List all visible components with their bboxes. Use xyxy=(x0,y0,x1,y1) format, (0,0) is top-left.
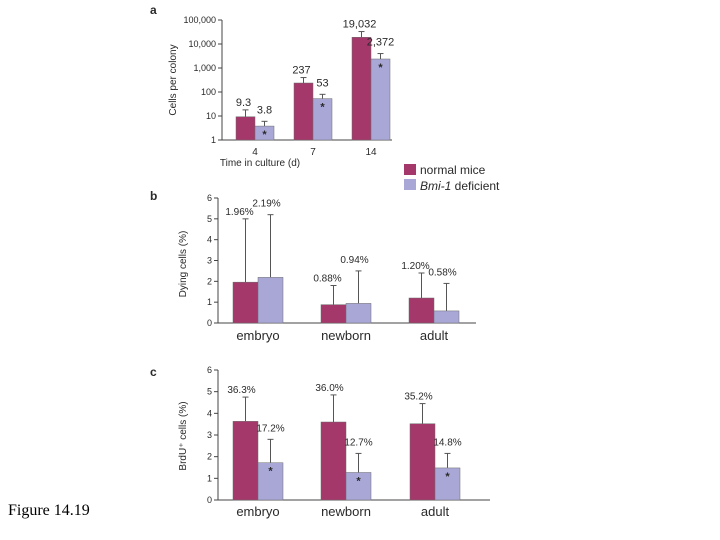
data-label: 1.96% xyxy=(225,207,253,218)
significance-star: * xyxy=(268,466,273,478)
bar-normal-mice xyxy=(320,421,347,501)
significance-star: * xyxy=(356,475,361,487)
y-tick-label: 3 xyxy=(207,430,212,440)
panel-b: b Dying cells (%) 0 1 2 3 4 5 6 1.96%2.19% embry… xyxy=(150,189,476,343)
bar-normal-mice xyxy=(232,421,259,501)
data-label: 1.20% xyxy=(401,261,429,272)
bar-normal-mice xyxy=(320,304,347,324)
data-label: 35.2% xyxy=(404,392,432,403)
figure-caption: Figure 14.19 xyxy=(8,502,90,519)
bar-bmi1-deficient xyxy=(254,125,275,141)
data-label: 53 xyxy=(316,77,328,89)
data-label: 36.3% xyxy=(227,385,255,396)
panel-a-letter: a xyxy=(150,3,157,17)
bar-normal-mice xyxy=(409,423,436,501)
y-tick-label: 100,000 xyxy=(183,15,216,25)
bar-bmi1-deficient xyxy=(370,58,391,141)
panel-c-ylabel: BrdU⁺ cells (%) xyxy=(178,401,189,470)
legend-deficient-suffix: deficient xyxy=(451,179,500,193)
significance-star: * xyxy=(320,102,325,114)
data-label: 0.58% xyxy=(428,267,456,278)
bar-bmi1-deficient xyxy=(257,462,284,501)
x-tick-label: newborn xyxy=(321,328,371,343)
y-tick-label: 4 xyxy=(207,408,212,418)
data-label: 12.7% xyxy=(344,437,372,448)
data-label: 9.3 xyxy=(236,97,251,109)
y-tick-label: 6 xyxy=(207,193,212,203)
y-tick-label: 4 xyxy=(207,235,212,245)
panel-b-ylabel: Dying cells (%) xyxy=(178,231,189,298)
data-label: 19,032 xyxy=(343,19,377,31)
y-tick-label: 2 xyxy=(207,452,212,462)
significance-star: * xyxy=(262,129,267,141)
y-tick-label: 1 xyxy=(207,473,212,483)
bar-normal-mice xyxy=(408,297,435,324)
y-tick-label: 6 xyxy=(207,365,212,375)
bar-normal-mice xyxy=(232,281,259,324)
legend-normal-label: normal mice xyxy=(420,163,486,177)
x-tick-label: adult xyxy=(420,328,449,343)
x-tick-label: 7 xyxy=(310,147,316,158)
x-tick-label: 14 xyxy=(365,147,377,158)
panel-b-letter: b xyxy=(150,189,157,203)
y-tick-label: 3 xyxy=(207,256,212,266)
y-tick-label: 10,000 xyxy=(188,39,216,49)
panel-c-marks: 0 1 2 3 4 5 6 36.3% 17.2% * embryo 36.0% 12.7% * newbo… xyxy=(207,365,490,519)
x-tick-label: newborn xyxy=(321,504,371,519)
bar-bmi1-deficient xyxy=(433,310,460,324)
data-label: 17.2% xyxy=(256,423,284,434)
significance-star: * xyxy=(445,471,450,483)
panel-c-letter: c xyxy=(150,365,157,379)
bar-normal-mice xyxy=(351,37,372,141)
bar-bmi1-deficient xyxy=(345,472,372,501)
significance-star: * xyxy=(378,62,383,74)
panel-a-xlabel: Time in culture (d) xyxy=(220,158,300,169)
legend-normal-swatch xyxy=(404,164,416,175)
data-label: 3.8 xyxy=(257,104,272,116)
y-tick-label: 1 xyxy=(207,297,212,307)
legend-deficient-label: Bmi-1 deficient xyxy=(420,179,500,193)
legend: normal mice Bmi-1 deficient xyxy=(404,163,500,193)
y-tick-label: 10 xyxy=(206,111,216,121)
panel-c: c BrdU⁺ cells (%) 0 1 2 3 4 5 6 36.3% 17.2% * embr… xyxy=(150,365,490,519)
y-tick-label: 1 xyxy=(211,135,216,145)
x-tick-label: 4 xyxy=(252,147,258,158)
y-tick-label: 100 xyxy=(201,87,216,97)
bar-normal-mice xyxy=(293,82,314,141)
y-tick-label: 2 xyxy=(207,276,212,286)
bar-bmi1-deficient xyxy=(434,467,461,501)
data-label: 2.19% xyxy=(252,199,280,210)
x-tick-label: adult xyxy=(421,504,450,519)
data-label: 14.8% xyxy=(433,437,461,448)
panel-a-ylabel: Cells per colony xyxy=(168,44,179,115)
bar-bmi1-deficient xyxy=(345,303,372,324)
y-tick-label: 0 xyxy=(207,318,212,328)
x-tick-label: embryo xyxy=(236,328,279,343)
y-tick-label: 5 xyxy=(207,387,212,397)
legend-deficient-swatch xyxy=(404,179,416,190)
data-label: 36.0% xyxy=(315,383,343,394)
y-tick-label: 0 xyxy=(207,495,212,505)
x-tick-label: embryo xyxy=(236,504,279,519)
data-label: 2,372 xyxy=(367,37,395,49)
panel-a-marks: 1 10 100 1,000 10,000 100,000 9.3 3.8 * 4 237 53 * 7 1… xyxy=(183,15,394,158)
y-tick-label: 1,000 xyxy=(193,63,216,73)
panel-a: a Time in culture (d) Cells per colony 1… xyxy=(150,3,394,169)
bar-bmi1-deficient xyxy=(257,277,284,324)
data-label: 0.88% xyxy=(313,274,341,285)
y-tick-label: 5 xyxy=(207,214,212,224)
data-label: 0.94% xyxy=(340,255,368,266)
legend-deficient-gene: Bmi-1 xyxy=(420,179,451,193)
bar-normal-mice xyxy=(235,116,256,141)
bar-bmi1-deficient xyxy=(312,98,333,141)
panel-b-marks: 0 1 2 3 4 5 6 1.96%2.19% embryo 0.88% 0.94% newborn… xyxy=(207,193,476,343)
data-label: 237 xyxy=(292,65,310,77)
